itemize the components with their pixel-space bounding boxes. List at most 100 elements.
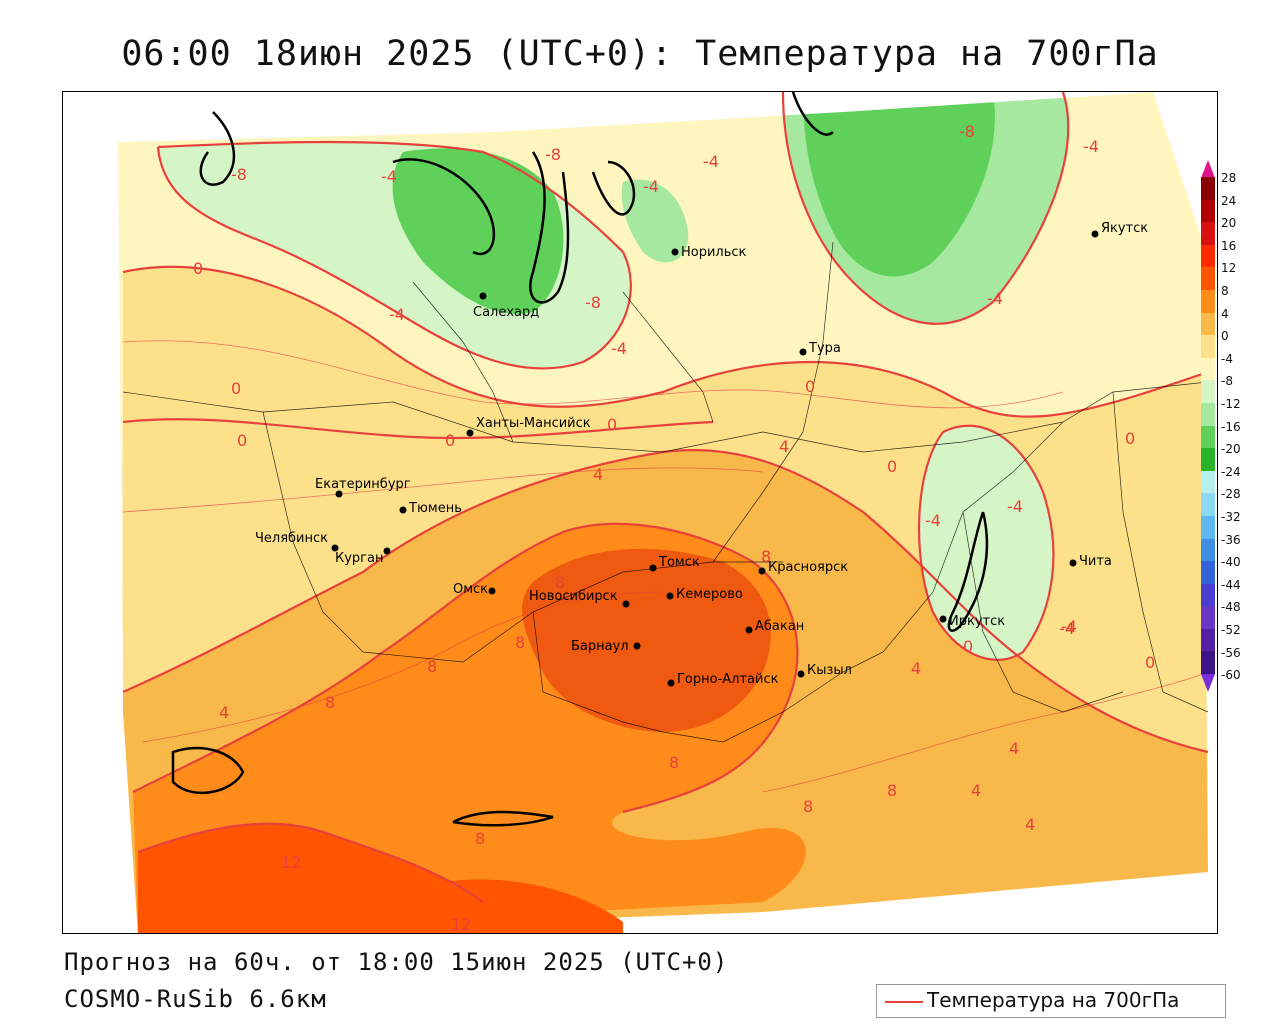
- city-dot-nsk: [622, 600, 630, 608]
- iso-label: 0: [805, 377, 815, 396]
- scale-tick-label: -60: [1221, 668, 1241, 683]
- city-dot-ekb: [335, 490, 343, 498]
- iso-label: -4: [611, 339, 627, 358]
- scale-tick-label: -16: [1221, 419, 1241, 434]
- zone-12-plus: [138, 823, 483, 933]
- iso-label: -8: [585, 293, 601, 312]
- legend-label: Температура на 700гПа: [927, 988, 1180, 1012]
- scale-cell: [1201, 470, 1215, 494]
- city-irkutsk: Иркутск: [949, 614, 1005, 629]
- scale-cell: [1201, 493, 1215, 516]
- city-dot-barnaul: [633, 642, 641, 650]
- scale-cell: [1201, 289, 1215, 313]
- iso-label: -4: [643, 177, 659, 196]
- scale-tick-label: -40: [1221, 555, 1241, 570]
- scale-tick-label: 16: [1221, 238, 1237, 253]
- city-omsk: Омск: [453, 582, 488, 597]
- scale-cell: [1201, 335, 1215, 358]
- scale-tick-label: -4: [1221, 351, 1233, 366]
- city-chita: Чита: [1079, 554, 1112, 569]
- iso-label: 0: [231, 379, 241, 398]
- city-khanty-mansiysk: Ханты-Мансийск: [476, 416, 591, 431]
- iso-label: -8: [231, 165, 247, 184]
- city-dot-kurgan: [383, 547, 391, 555]
- scale-tick-label: -20: [1221, 442, 1241, 457]
- scale-tick-label: -48: [1221, 600, 1241, 615]
- iso-label: 0: [237, 431, 247, 450]
- scale-cell: [1201, 651, 1215, 675]
- model-name: COSMO-RuSib 6.6км: [64, 985, 327, 1013]
- city-tomsk: Томск: [658, 555, 700, 570]
- iso-label: 0: [887, 457, 897, 476]
- scale-cell: [1201, 267, 1215, 290]
- iso-label: 0: [193, 259, 203, 278]
- city-dot-norilsk: [671, 248, 679, 256]
- scale-tick-label: -52: [1221, 623, 1241, 637]
- iso-label: -4: [381, 167, 397, 186]
- iso-label: -4: [1059, 619, 1075, 638]
- map-canvas: Норильск Салехард Якутск Тура Ханты-Манс…: [63, 92, 1217, 933]
- scale-cell: [1201, 448, 1215, 471]
- iso-label: -4: [1061, 617, 1077, 636]
- iso-label: -4: [1007, 497, 1023, 516]
- iso-label: 4: [911, 659, 921, 678]
- city-kurgan: Курган: [335, 551, 383, 566]
- iso-label: 8: [669, 753, 679, 772]
- scale-tick-label: 8: [1221, 284, 1229, 298]
- iso-label: 0: [607, 415, 617, 434]
- admin-borders: [122, 241, 1209, 743]
- iso-label: -4: [389, 305, 405, 324]
- iso-label: 12: [281, 853, 301, 872]
- scale-tick-label: 4: [1221, 306, 1229, 321]
- scale-cell: [1201, 244, 1215, 268]
- iso-label: 4: [1009, 739, 1019, 758]
- city-dot-omsk: [488, 587, 496, 595]
- city-yakutsk: Якутск: [1101, 221, 1148, 236]
- iso-label: 8: [427, 657, 437, 676]
- city-krasnoyarsk: Красноярск: [768, 560, 848, 575]
- iso-label: -4: [703, 152, 719, 171]
- forecast-info: Прогноз на 60ч. от 18:00 15июн 2025 (UTC…: [64, 948, 729, 976]
- scale-tick-label: 28: [1221, 171, 1237, 185]
- scale-cell: [1201, 606, 1215, 629]
- zone-core-warm: [522, 548, 771, 732]
- city-chelyabinsk: Челябинск: [255, 531, 328, 546]
- iso-label: 0: [445, 431, 455, 450]
- city-gorno-altaysk: Горно-Алтайск: [677, 672, 779, 687]
- scale-cell: [1201, 425, 1215, 449]
- scale-tick-label: -24: [1221, 464, 1241, 479]
- city-dot-salekhard: [479, 292, 487, 300]
- scale-tick-label: -28: [1221, 487, 1241, 502]
- scale-cell: [1201, 538, 1215, 562]
- iso-label: 4: [971, 781, 981, 800]
- iso-label: 8: [887, 781, 897, 800]
- iso-label: -4: [987, 289, 1003, 308]
- city-salekhard: Салехард: [473, 305, 539, 320]
- iso-label: 8: [555, 573, 565, 592]
- scale-tick-label: 20: [1221, 216, 1237, 231]
- scale-tick-label: -8: [1221, 374, 1233, 389]
- iso-label: 4: [1025, 815, 1035, 834]
- city-dot-irkutsk: [939, 615, 947, 623]
- legend-line-swatch: [885, 1001, 923, 1003]
- scale-cell: [1201, 357, 1215, 381]
- city-abakan: Абакан: [755, 619, 804, 634]
- scale-cell: [1201, 380, 1215, 403]
- city-dot-abakan: [745, 626, 753, 634]
- iso-label: 0: [963, 637, 973, 656]
- scale-cell: [1201, 402, 1215, 426]
- city-novosibirsk: Новосибирск: [529, 589, 618, 604]
- city-dot-chita: [1069, 559, 1077, 567]
- iso-label: -4: [1083, 137, 1099, 156]
- temperature-map[interactable]: Норильск Салехард Якутск Тура Ханты-Манс…: [62, 91, 1218, 934]
- city-barnaul: Барнаул: [571, 639, 629, 654]
- scale-tick-label: -32: [1221, 510, 1241, 524]
- city-dot-tura: [799, 348, 807, 356]
- scale-cell: [1201, 199, 1215, 223]
- scale-arrow-up-icon: [1201, 160, 1215, 178]
- scale-cell: [1201, 312, 1215, 336]
- iso-label: -8: [959, 122, 975, 141]
- scale-tick-label: -44: [1221, 577, 1241, 592]
- color-scale: 28 24 20 16 12 8 4 0 -4 -8 -12 -16 -20 -24 -28 -32 -36 -4…: [1201, 160, 1261, 692]
- iso-label: 4: [219, 703, 229, 722]
